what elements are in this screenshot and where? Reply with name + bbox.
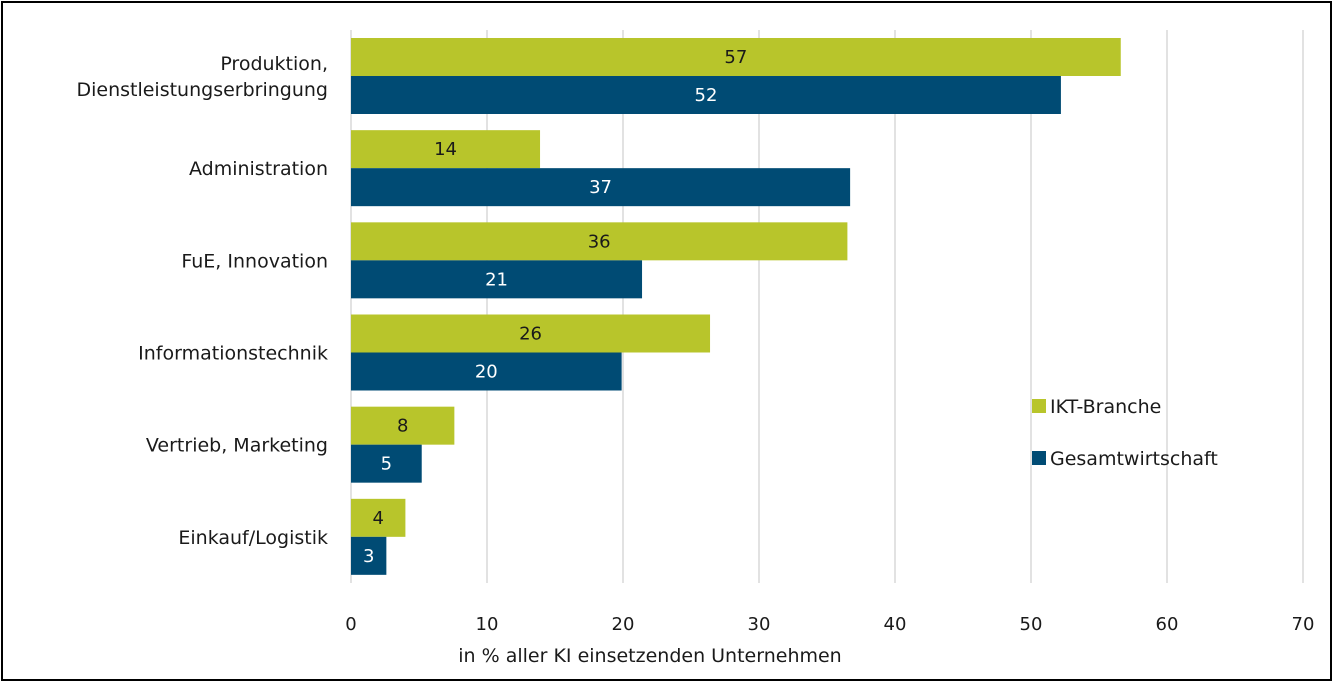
category-label: Einkauf/Logistik bbox=[178, 527, 328, 549]
bar-value-label: 5 bbox=[381, 454, 392, 475]
gridlines bbox=[350, 30, 1304, 583]
x-tick-label: 70 bbox=[1292, 614, 1315, 635]
bar-value-label: 20 bbox=[475, 362, 498, 383]
x-tick-label: 0 bbox=[345, 614, 356, 635]
bar-value-label: 26 bbox=[519, 324, 542, 345]
category-label: Vertrieb, Marketing bbox=[146, 435, 328, 457]
legend-entry: Gesamtwirtschaft bbox=[1050, 448, 1218, 470]
bar-ikt bbox=[351, 38, 1121, 76]
bar-value-label: 57 bbox=[724, 47, 747, 68]
bar-value-label: 4 bbox=[372, 508, 383, 529]
x-tick-label: 40 bbox=[884, 614, 907, 635]
bar-value-label: 37 bbox=[589, 177, 612, 198]
bar-ikt bbox=[351, 130, 541, 169]
bar-value-label: 8 bbox=[397, 416, 408, 437]
bar-ikt bbox=[351, 222, 848, 261]
category-label: Produktion, bbox=[220, 53, 328, 75]
category-label: Administration bbox=[189, 158, 328, 180]
x-tick-label: 20 bbox=[612, 614, 635, 635]
bar-gesamt bbox=[351, 536, 387, 575]
bar-value-label: 21 bbox=[485, 269, 508, 290]
x-tick-label: 30 bbox=[748, 614, 771, 635]
bar-ikt bbox=[351, 314, 711, 353]
category-label: Dienstleistungserbringung bbox=[76, 79, 328, 101]
legend-entry: IKT-Branche bbox=[1050, 396, 1161, 418]
bars: 57 52 14 37 36 21 26 20 85 4 3 bbox=[351, 38, 1121, 575]
bar-gesamt bbox=[351, 260, 643, 299]
bar-ikt bbox=[351, 406, 455, 445]
x-tick-label: 50 bbox=[1020, 614, 1043, 635]
bar-gesamt bbox=[351, 76, 1061, 114]
x-tick-labels: 0 10 20 30 40 50 60 70 bbox=[345, 614, 1314, 635]
bar-value-label: 3 bbox=[363, 546, 374, 567]
category-label: Informationstechnik bbox=[138, 343, 328, 365]
x-axis-label: in % aller KI einsetzenden Unternehmen bbox=[458, 645, 841, 667]
bar-gesamt bbox=[351, 444, 422, 483]
bar-gesamt bbox=[351, 352, 622, 391]
bar-ikt bbox=[351, 498, 406, 537]
category-labels: Produktion, Dienstleistungserbringung Admi… bbox=[76, 53, 328, 549]
bar-value-label: 36 bbox=[588, 231, 611, 252]
bar-value-label: 14 bbox=[434, 139, 457, 160]
bar-gesamt bbox=[351, 168, 851, 207]
legend-swatch bbox=[1032, 451, 1046, 465]
x-tick-label: 10 bbox=[476, 614, 499, 635]
x-tick-label: 60 bbox=[1156, 614, 1179, 635]
bar-value-label: 52 bbox=[695, 85, 718, 106]
legend: IKT-Branche Gesamtwirtschaft bbox=[1032, 396, 1218, 470]
legend-swatch bbox=[1032, 399, 1046, 413]
category-label: FuE, Innovation bbox=[181, 250, 328, 272]
bar-chart: 57 52 14 37 36 21 26 20 85 4 3 Produktion, Dienstle… bbox=[76, 30, 1314, 667]
